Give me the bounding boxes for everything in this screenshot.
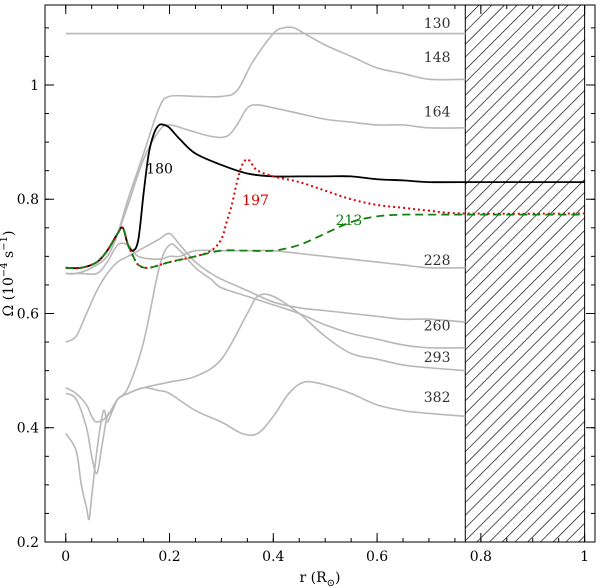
series-label-382: 382	[424, 390, 451, 406]
y-axis-label: Ω (10−4 s−1)	[0, 231, 17, 317]
series-label-130: 130	[424, 16, 451, 32]
axes: 0 0.2 0.4 0.6 0.8 1 0.2 0.4 0.6 0.8 1	[17, 4, 596, 565]
y-tick-label: 1	[30, 78, 39, 94]
x-axis-label: r (R⊙)	[299, 570, 340, 588]
series-label-148: 148	[424, 50, 451, 66]
plot-frame	[44, 4, 596, 543]
series-label-164: 164	[424, 104, 451, 120]
x-tick-label: 0	[61, 549, 70, 565]
series-label-180: 180	[146, 162, 173, 178]
series-line-382	[65, 380, 466, 437]
x-tick-label: 0.6	[366, 549, 388, 565]
x-tick-label: 0.8	[470, 549, 492, 565]
hatch-fill	[465, 5, 585, 542]
y-tick-label: 0.2	[17, 535, 39, 551]
series-label-213: 213	[336, 213, 363, 229]
y-tick-label: 0.6	[17, 306, 39, 322]
series-line-180	[65, 123, 585, 270]
y-tick-label: 0.8	[17, 192, 39, 208]
series-line-213	[65, 213, 585, 270]
x-tick-label: 0.4	[262, 549, 284, 565]
hatched-region	[464, 5, 586, 542]
series-group	[65, 26, 585, 521]
series-line-197	[65, 158, 585, 270]
series-labels: 130 148 164 228 260 293 382 180 197 213	[146, 16, 450, 406]
x-tick-label: 1	[580, 549, 589, 565]
series-label-197: 197	[242, 193, 269, 209]
y-tick-label: 0.4	[17, 421, 39, 437]
series-line-260	[65, 232, 466, 343]
series-label-293: 293	[424, 350, 451, 366]
series-line-164	[65, 104, 466, 275]
series-line-293	[65, 243, 466, 475]
series-label-228: 228	[424, 253, 451, 269]
x-tick-label: 0.2	[158, 549, 180, 565]
series-line-228	[65, 242, 466, 276]
series-line-382a	[65, 293, 466, 521]
series-label-260: 260	[424, 319, 451, 335]
